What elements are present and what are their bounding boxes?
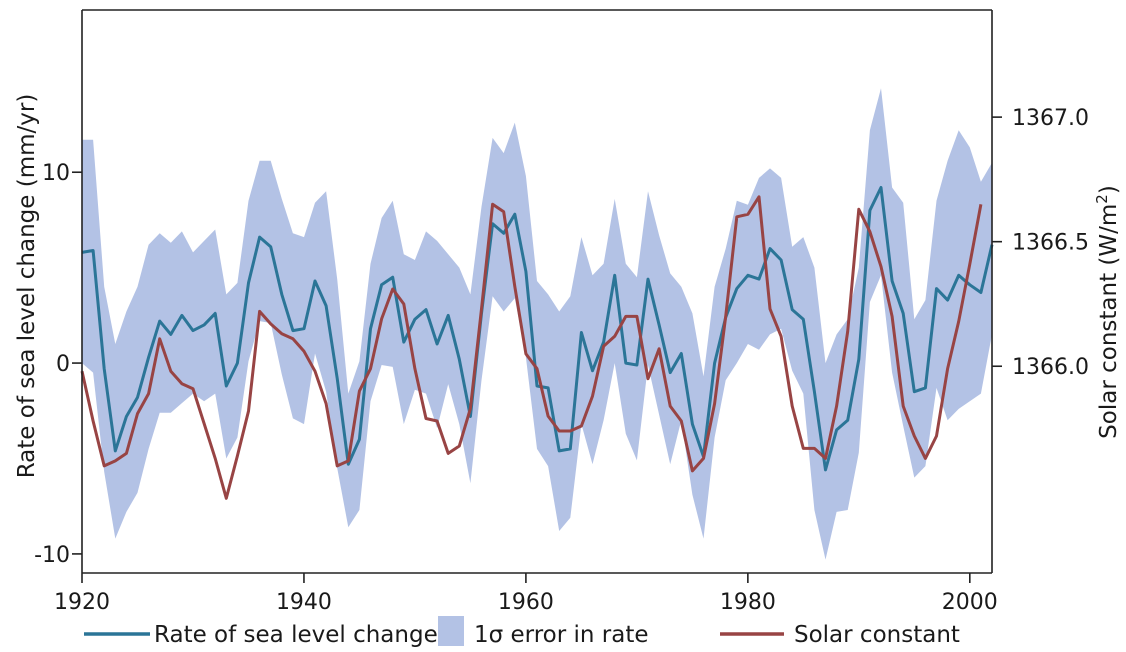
x-tick-label: 1920 bbox=[54, 590, 110, 615]
solar-constant-line bbox=[80, 195, 983, 500]
y-right-tick-label: 1366.5 bbox=[1012, 231, 1089, 256]
legend-swatch-error-band bbox=[438, 616, 464, 646]
error-band-area bbox=[82, 88, 992, 560]
error-band-layer bbox=[82, 88, 992, 560]
axes-layer bbox=[81, 9, 993, 574]
x-tick-label: 1940 bbox=[276, 590, 332, 615]
ticks-layer: 1920 1940 1960 1980 2000 -10 0 10 1366.0 1366.5 13… bbox=[34, 106, 1089, 615]
y-axis-left-title: Rate of sea level change (mm/yr) bbox=[14, 94, 40, 479]
x-tick-label: 2000 bbox=[942, 590, 998, 615]
y-right-tick-label: 1367.0 bbox=[1012, 106, 1089, 131]
y-left-tick-label: -10 bbox=[34, 543, 70, 568]
x-tick-label: 1960 bbox=[498, 590, 554, 615]
series-lines-layer bbox=[80, 186, 994, 500]
y-axis-right-title: Solar constant (W/m2) bbox=[1093, 185, 1122, 439]
y-right-tick-label: 1366.0 bbox=[1012, 355, 1089, 380]
legend-label-sea-level: Rate of sea level change bbox=[154, 622, 438, 648]
sea-level-line bbox=[81, 186, 994, 472]
legend-label-solar: Solar constant bbox=[794, 622, 960, 648]
x-tick-label: 1980 bbox=[720, 590, 776, 615]
y-left-tick-label: 10 bbox=[42, 161, 70, 186]
legend: Rate of sea level change 1σ error in rate… bbox=[84, 616, 960, 648]
y-left-tick-label: 0 bbox=[56, 352, 70, 377]
legend-label-error-band: 1σ error in rate bbox=[474, 622, 649, 648]
